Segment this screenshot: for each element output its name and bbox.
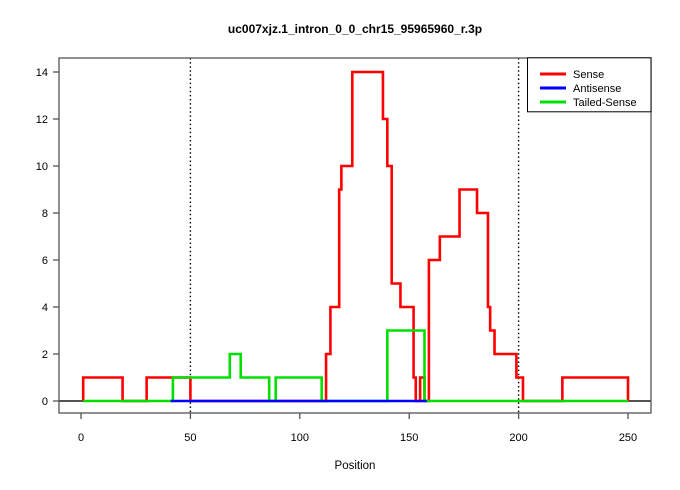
y-tick-label: 2 bbox=[42, 349, 48, 361]
x-axis-ticks: 0 50 100 150 200 250 bbox=[78, 413, 637, 444]
y-tick-label: 4 bbox=[42, 302, 48, 314]
series-sense bbox=[81, 70, 630, 403]
y-tick-label: 6 bbox=[42, 255, 48, 267]
x-tick-label: 200 bbox=[509, 432, 527, 444]
x-tick-label: 250 bbox=[619, 432, 637, 444]
plot-box bbox=[58, 57, 652, 414]
reference-vlines bbox=[189, 58, 520, 413]
legend-entry-label: Tailed-Sense bbox=[573, 97, 637, 109]
x-axis-title: Position bbox=[335, 460, 376, 472]
y-tick-label: 0 bbox=[42, 396, 48, 408]
y-tick-label: 14 bbox=[36, 67, 48, 79]
legend: Sense Antisense Tailed-Sense bbox=[527, 57, 652, 113]
y-tick-label: 12 bbox=[36, 114, 48, 126]
series-tailed-sense bbox=[83, 329, 628, 403]
data-series-lines bbox=[81, 70, 630, 403]
x-tick-label: 0 bbox=[78, 432, 84, 444]
x-tick-label: 50 bbox=[184, 432, 196, 444]
legend-entry-label: Sense bbox=[573, 69, 604, 81]
y-tick-label: 8 bbox=[42, 208, 48, 220]
legend-entry-label: Antisense bbox=[573, 83, 621, 95]
chart-title: uc007xjz.1_intron_0_0_chr15_95965960_r.3… bbox=[228, 22, 482, 36]
x-tick-label: 100 bbox=[291, 432, 309, 444]
y-axis-ticks: 0 2 4 6 8 10 12 14 bbox=[36, 67, 59, 408]
x-tick-label: 150 bbox=[400, 432, 418, 444]
y-tick-label: 10 bbox=[36, 161, 48, 173]
